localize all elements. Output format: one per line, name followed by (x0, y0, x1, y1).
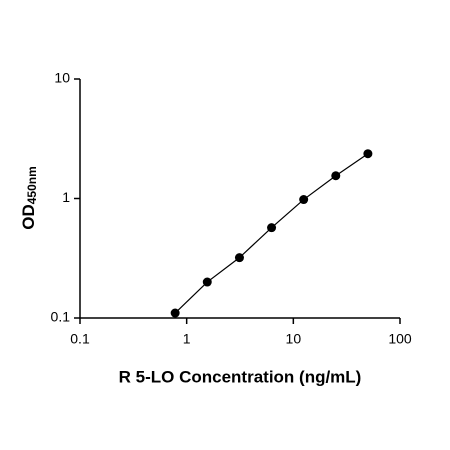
data-point (299, 195, 309, 205)
data-point (331, 171, 341, 181)
y-tick-label: 10 (54, 70, 70, 86)
x-tick-label: 1 (183, 331, 191, 347)
data-point (363, 149, 373, 159)
data-point (234, 253, 244, 263)
y-axis-title: OD450nm (19, 166, 39, 230)
x-axis-title: R 5-LO Concentration (ng/mL) (119, 367, 362, 386)
x-tick-label: 0.1 (70, 331, 90, 347)
data-point (267, 223, 277, 233)
x-tick-label: 10 (286, 331, 302, 347)
y-tick-label: 1 (62, 189, 70, 205)
data-point (170, 308, 180, 318)
y-tick-label: 0.1 (51, 309, 71, 325)
y-axis-title-sub: 450nm (25, 166, 39, 204)
data-point (202, 277, 212, 287)
x-tick-label: 100 (388, 331, 412, 347)
y-axis-title-main: OD (19, 204, 38, 230)
